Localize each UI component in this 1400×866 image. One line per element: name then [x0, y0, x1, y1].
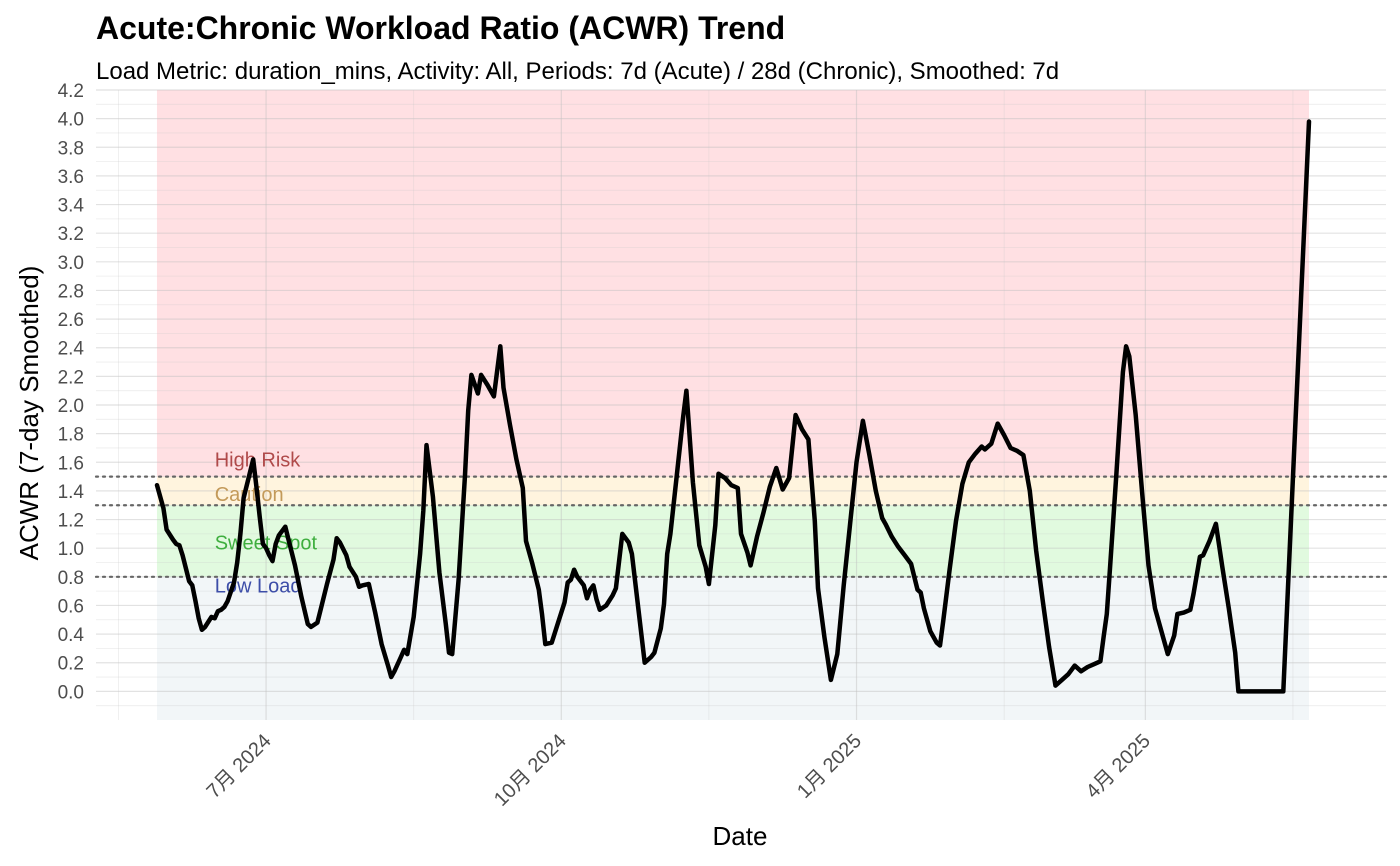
x-tick-label: 4月 2025: [1082, 730, 1155, 803]
y-tick-label: 2.0: [58, 396, 84, 417]
grid-lines: [96, 89, 1386, 720]
x-tick-label: 10月 2024: [490, 730, 571, 811]
y-tick-label: 2.4: [58, 339, 85, 360]
zone-band-high-risk: [156, 90, 1309, 477]
y-tick-label: 0.4: [58, 625, 85, 646]
y-tick-label: 4.0: [58, 110, 84, 131]
y-axis-title: ACWR (7-day Smoothed): [14, 266, 44, 561]
y-tick-label: 1.2: [58, 511, 84, 532]
chart-subtitle: Load Metric: duration_mins, Activity: Al…: [96, 58, 1060, 85]
x-axis-title: Date: [713, 821, 768, 851]
y-tick-label: 3.8: [58, 138, 84, 159]
acwr-line: [154, 119, 1312, 694]
y-tick-label: 3.0: [58, 253, 84, 274]
y-tick-label: 1.0: [58, 539, 84, 560]
y-tick-label: 4.2: [58, 81, 84, 102]
chart-title: Acute:Chronic Workload Ratio (ACWR) Tren…: [96, 10, 786, 46]
y-tick-label: 2.8: [58, 281, 84, 302]
y-axis-ticks: 0.0 0.2 0.4 0.6 0.8 1.0 1.2 1.4 1.6 1.8 2.0 2.2 2.4 2…: [58, 81, 85, 703]
series-layer: [154, 119, 1312, 694]
y-tick-label: 3.2: [58, 224, 84, 245]
y-tick-label: 2.2: [58, 367, 84, 388]
y-tick-label: 0.8: [58, 568, 84, 589]
y-tick-label: 3.4: [58, 196, 85, 217]
x-tick-label: 7月 2024: [203, 730, 276, 803]
y-tick-label: 0.2: [58, 654, 84, 675]
x-tick-label: 1月 2025: [793, 730, 866, 803]
zone-bands: [156, 90, 1309, 720]
y-tick-label: 3.6: [58, 167, 84, 188]
zone-label-high-risk: High Risk: [215, 449, 302, 471]
y-tick-label: 1.6: [58, 453, 84, 474]
y-tick-label: 0.6: [58, 596, 84, 617]
x-axis-ticks: 7月 2024 10月 2024 1月 2025 4月 2025: [203, 730, 1155, 811]
y-tick-label: 2.6: [58, 310, 84, 331]
y-tick-label: 1.8: [58, 425, 84, 446]
zone-label-caution: Caution: [215, 484, 284, 506]
y-tick-label: 1.4: [58, 482, 85, 503]
y-tick-label: 0.0: [58, 682, 84, 703]
zone-band-low-load: [156, 576, 1309, 720]
